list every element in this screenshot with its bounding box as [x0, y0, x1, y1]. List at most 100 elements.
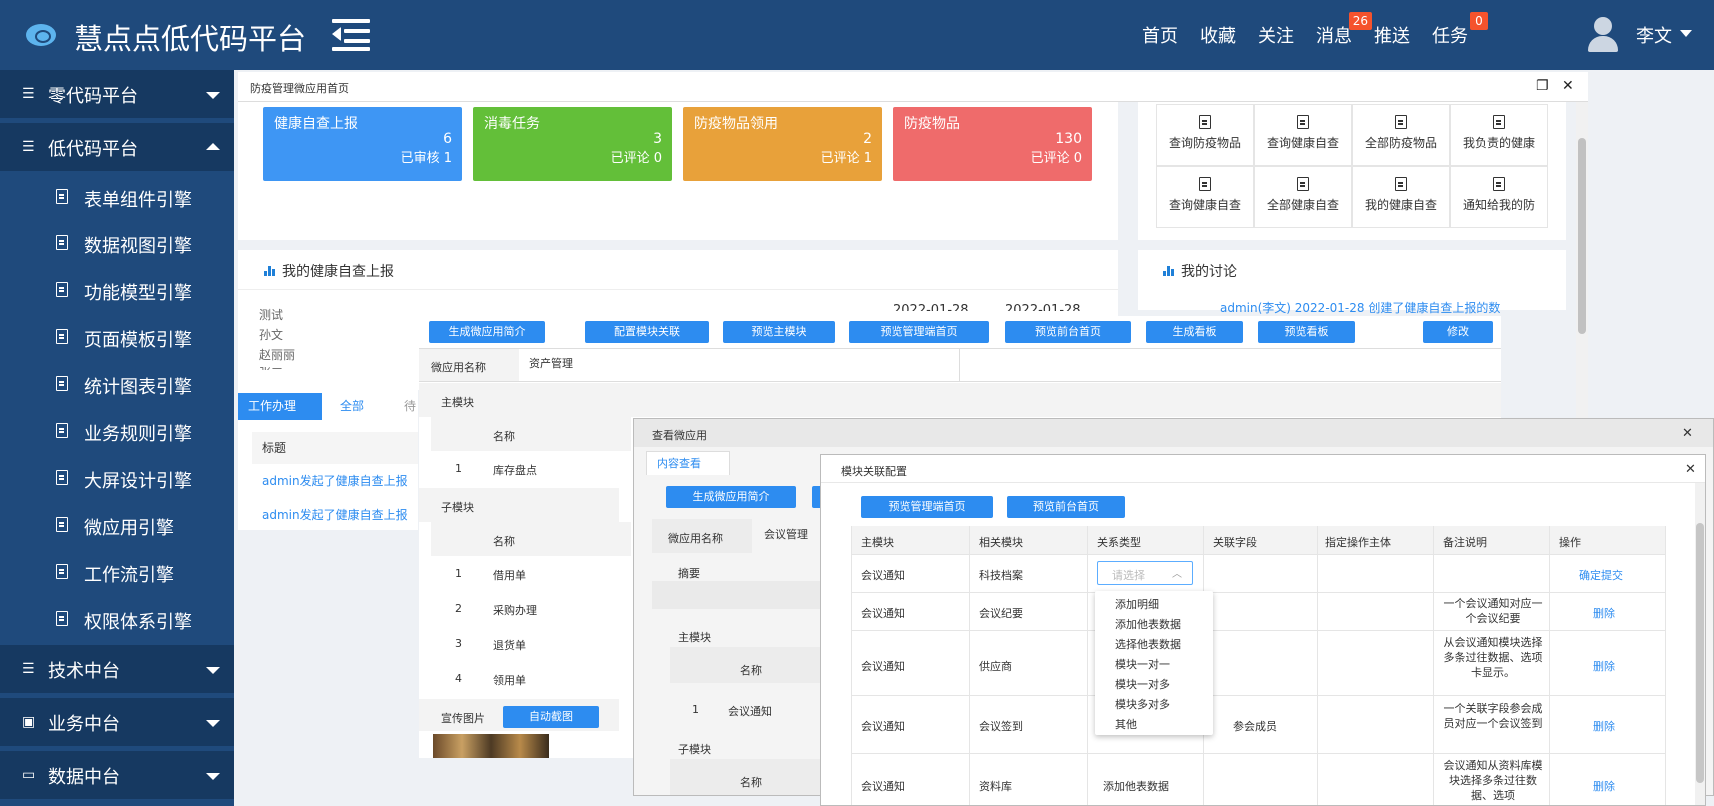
module-relation-dialog: 模块关联配置 ✕ 预览管理端首页 预览前台首页 主模块 相关模块 关系类型 关联… — [820, 454, 1706, 806]
quick-link[interactable]: 我的健康自查 — [1352, 166, 1450, 228]
quick-link[interactable]: 全部健康自查 — [1254, 166, 1352, 228]
sidebar-item-label: 大屏设计引擎 — [84, 471, 192, 492]
sidebar-item-template-engine[interactable]: 页面模板引擎 — [0, 316, 234, 360]
sidebar-item-dataview-engine[interactable]: 数据视图引擎 — [0, 222, 234, 266]
relation-type-select[interactable]: 请选择 ︿ — [1097, 561, 1193, 585]
menu-toggle-icon[interactable] — [332, 19, 370, 51]
name-value: 资产管理 — [529, 357, 573, 370]
row-num: 3 — [455, 637, 462, 650]
dropdown-option[interactable]: 模块一对一 — [1115, 658, 1170, 671]
delete-link[interactable]: 删除 — [1593, 607, 1615, 620]
col-header: 备注说明 — [1443, 536, 1487, 549]
row-num: 2 — [455, 602, 462, 615]
config-relation-button[interactable]: 配置模块关联 — [585, 321, 709, 343]
generate-board-button[interactable]: 生成看板 — [1146, 321, 1243, 343]
cell-note: 从会议通知模块选择多条过往数据、选项卡显示。 — [1443, 636, 1543, 679]
quick-link[interactable]: 查询健康自查 — [1156, 166, 1254, 228]
sidebar-item-chart-engine[interactable]: 统计图表引擎 — [0, 363, 234, 407]
stat-card-disinfect[interactable]: 消毒任务 3 已评论 0 — [473, 107, 672, 181]
col-name: 名称 — [740, 776, 762, 789]
sidebar-item-function-engine[interactable]: 功能模型引擎 — [0, 269, 234, 313]
nav-messages[interactable]: 消息 26 — [1316, 12, 1372, 48]
quick-link[interactable]: 查询防疫物品 — [1156, 104, 1254, 166]
row-num: 1 — [455, 462, 462, 475]
row-value[interactable]: 采购办理 — [493, 604, 537, 617]
close-icon[interactable]: ✕ — [1682, 426, 1693, 441]
nav-push[interactable]: 推送 — [1374, 26, 1410, 47]
delete-link[interactable]: 删除 — [1593, 780, 1615, 793]
cell-main: 会议通知 — [861, 660, 905, 673]
stat-sub: 已评论 1 — [820, 151, 872, 166]
row-value[interactable]: 库存盘点 — [493, 464, 537, 477]
name-label: 微应用名称 — [668, 532, 723, 545]
top-nav: 首页 收藏 关注 消息 26 推送 任务 0 — [1142, 12, 1488, 48]
sidebar-item-form-engine[interactable]: 表单组件引擎 — [0, 176, 234, 220]
row-value[interactable]: 退货单 — [493, 639, 526, 652]
dropdown-option[interactable]: 其他 — [1115, 718, 1137, 731]
auto-screenshot-button[interactable]: 自动截图 — [503, 706, 599, 728]
dropdown-option[interactable]: 选择他表数据 — [1115, 638, 1181, 651]
generate-intro-button[interactable]: 生成微应用简介 — [429, 321, 545, 343]
nav-favorites[interactable]: 收藏 — [1200, 26, 1236, 47]
tab-content-view[interactable]: 内容查看 — [646, 451, 730, 475]
preview-front-button[interactable]: 预览前台首页 — [1007, 496, 1125, 518]
tab-work[interactable]: 工作办理 — [238, 393, 322, 420]
sidebar-group-data[interactable]: ▭ 数据中台 — [0, 751, 234, 799]
sidebar-group-tech[interactable]: ☰ 技术中台 — [0, 645, 234, 693]
tab-pending[interactable]: 待 — [404, 399, 417, 413]
document-icon — [1395, 177, 1407, 191]
chevron-down-icon[interactable] — [1680, 30, 1692, 37]
dropdown-option[interactable]: 模块一对多 — [1115, 678, 1170, 691]
work-row[interactable]: admin发起了健康自查上报 — [262, 508, 408, 522]
confirm-submit-link[interactable]: 确定提交 — [1579, 569, 1623, 582]
sidebar-group-business[interactable]: ▣ 业务中台 — [0, 698, 234, 746]
cell-main: 会议通知 — [861, 720, 905, 733]
sidebar-item-workflow-engine[interactable]: 工作流引擎 — [0, 551, 234, 595]
stat-card-supplies[interactable]: 防疫物品 130 已评论 0 — [893, 107, 1092, 181]
dropdown-option[interactable]: 添加他表数据 — [1115, 618, 1181, 631]
discussion-item[interactable]: admin(李文) 2022-01-28 创建了健康自查上报的数 — [1220, 301, 1501, 315]
sidebar-group-low-code[interactable]: ☰ 低代码平台 — [0, 123, 234, 171]
sidebar-group-zero-code[interactable]: ☰ 零代码平台 — [0, 70, 234, 118]
quick-link[interactable]: 全部防疫物品 — [1352, 104, 1450, 166]
quick-link[interactable]: 通知给我的防 — [1450, 166, 1548, 228]
stat-card-supply-use[interactable]: 防疫物品领用 2 已评论 1 — [683, 107, 882, 181]
row-value[interactable]: 领用单 — [493, 674, 526, 687]
sidebar-item-permission-engine[interactable]: 权限体系引擎 — [0, 598, 234, 642]
dropdown-option[interactable]: 模块多对多 — [1115, 698, 1170, 711]
delete-link[interactable]: 删除 — [1593, 720, 1615, 733]
nav-home[interactable]: 首页 — [1142, 26, 1178, 47]
nav-tasks[interactable]: 任务 0 — [1432, 12, 1488, 48]
preview-main-button[interactable]: 预览主模块 — [723, 321, 835, 343]
sidebar-item-screen-engine[interactable]: 大屏设计引擎 — [0, 457, 234, 501]
sidebar-item-microapp-engine[interactable]: 微应用引擎 — [0, 504, 234, 548]
username[interactable]: 李文 — [1636, 26, 1672, 47]
edit-button[interactable]: 修改 — [1423, 321, 1493, 343]
preview-board-button[interactable]: 预览看板 — [1258, 321, 1355, 343]
close-icon[interactable]: ✕ — [1685, 462, 1696, 477]
stat-card-health[interactable]: 健康自查上报 6 已审核 1 — [263, 107, 462, 181]
restore-icon[interactable]: ❐ — [1536, 78, 1549, 94]
avatar[interactable] — [1586, 15, 1620, 53]
dropdown-option[interactable]: 添加明细 — [1115, 598, 1159, 611]
scrollbar-thumb[interactable] — [1578, 138, 1586, 334]
preview-admin-button[interactable]: 预览管理端首页 — [849, 321, 989, 343]
quick-link[interactable]: 我负责的健康 — [1450, 104, 1548, 166]
preview-front-button[interactable]: 预览前台首页 — [1005, 321, 1131, 343]
sidebar-item-rule-engine[interactable]: 业务规则引擎 — [0, 410, 234, 454]
preview-admin-button[interactable]: 预览管理端首页 — [861, 496, 993, 518]
tab-all[interactable]: 全部 — [340, 399, 365, 413]
nav-follow[interactable]: 关注 — [1258, 26, 1294, 47]
stat-title: 防疫物品领用 — [694, 116, 778, 132]
chevron-down-icon — [206, 773, 220, 780]
cell-related: 资料库 — [979, 780, 1012, 793]
sliders-icon: ☰ — [22, 86, 35, 102]
document-icon — [56, 470, 68, 485]
row-value[interactable]: 借用单 — [493, 569, 526, 582]
delete-link[interactable]: 删除 — [1593, 660, 1615, 673]
close-icon[interactable]: ✕ — [1562, 78, 1574, 94]
work-row[interactable]: admin发起了健康自查上报 — [262, 474, 408, 488]
generate-intro-button[interactable]: 生成微应用简介 — [666, 486, 796, 508]
quick-link[interactable]: 查询健康自查 — [1254, 104, 1352, 166]
row-value[interactable]: 会议通知 — [728, 705, 772, 718]
